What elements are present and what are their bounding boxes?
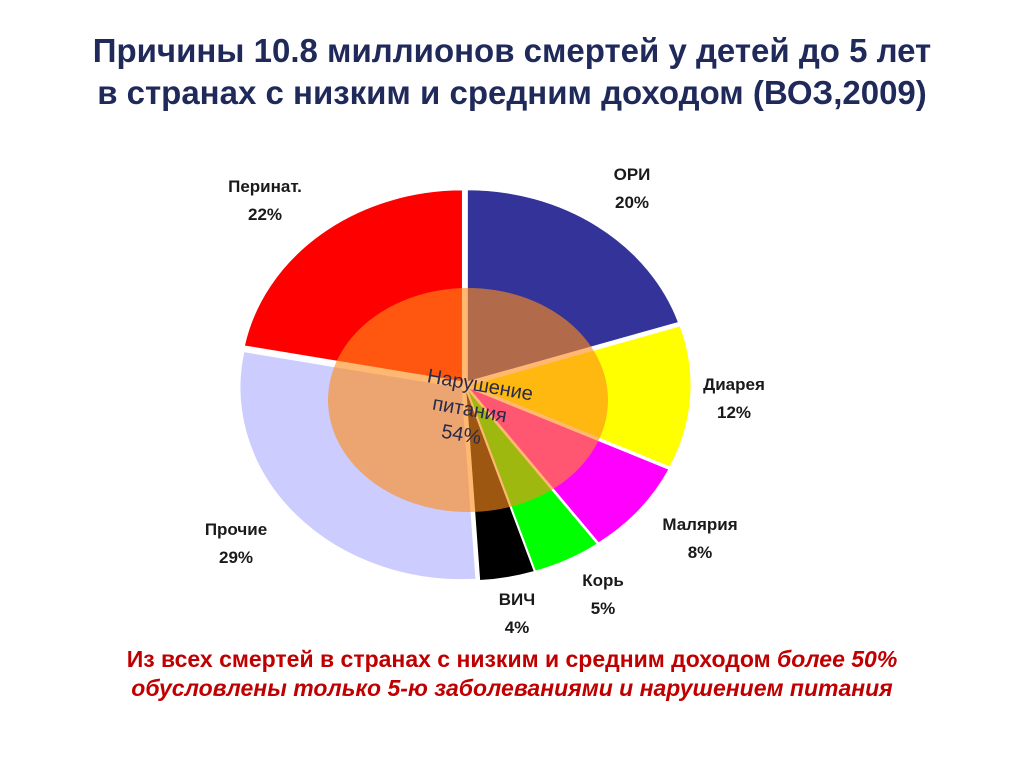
malnutrition-overlay bbox=[328, 288, 608, 512]
slice-label-value-7: 22% bbox=[248, 205, 282, 224]
slice-label-value-4: 5% bbox=[591, 599, 616, 618]
chart-title: Причины 10.8 миллионов смертей у детей д… bbox=[60, 30, 964, 114]
slice-label-value-5: 4% bbox=[505, 618, 530, 637]
footnote: Из всех смертей в странах с низким и сре… bbox=[100, 645, 924, 703]
slice-label-name-7: Перинат. bbox=[228, 177, 302, 196]
slice-label-name-2: Диарея bbox=[703, 375, 765, 394]
pie-chart: ОРИ 20% Диарея 12% Малярия 8% Корь 5% ВИЧ 4% Прочи… bbox=[205, 165, 765, 637]
slice-label-name-5: ВИЧ bbox=[499, 590, 535, 609]
slice-label-name-6: Прочие bbox=[205, 520, 267, 539]
slice-label-name-1: ОРИ bbox=[614, 165, 651, 184]
footnote-upright: Из всех смертей в странах с низким и сре… bbox=[126, 646, 771, 672]
pie-labels: ОРИ 20% Диарея 12% Малярия 8% Корь 5% ВИЧ 4% Прочи… bbox=[205, 165, 765, 637]
slice-label-value-2: 12% bbox=[717, 403, 751, 422]
title-line-1: Причины 10.8 миллионов смертей у детей д… bbox=[92, 32, 932, 69]
slice-label-value-3: 8% bbox=[688, 543, 713, 562]
slice-label-name-4: Корь bbox=[582, 571, 624, 590]
slice-label-value-1: 20% bbox=[615, 193, 649, 212]
footnote-italic: более 50% обусловлены только 5-ю заболев… bbox=[131, 646, 898, 701]
malnutrition-overlay-layer bbox=[328, 288, 608, 512]
title-line-2: в странах с низким и средним доходом (ВО… bbox=[97, 74, 927, 111]
slice-label-value-6: 29% bbox=[219, 548, 253, 567]
slice-label-name-3: Малярия bbox=[662, 515, 737, 534]
